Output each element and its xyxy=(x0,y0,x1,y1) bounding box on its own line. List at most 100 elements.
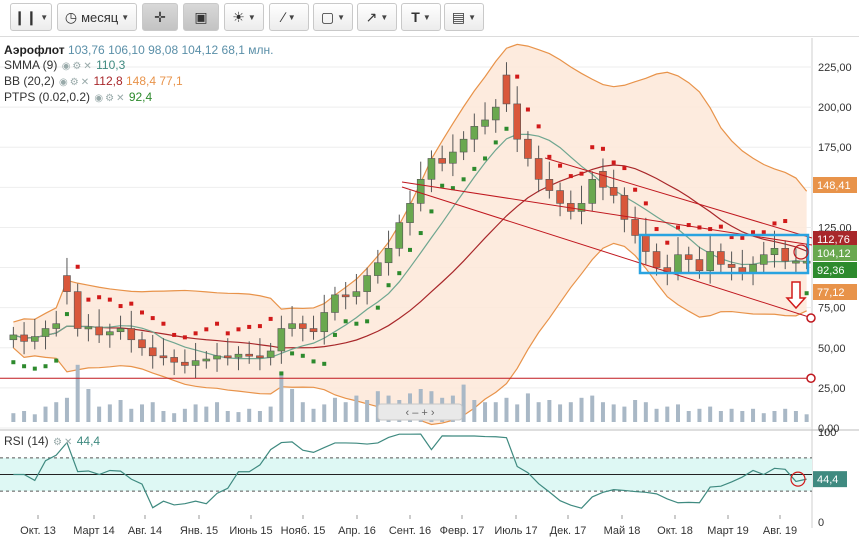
candle-down xyxy=(181,361,189,366)
candle-down xyxy=(631,219,639,236)
chevron-down-icon: ▼ xyxy=(468,12,477,22)
volume-bar xyxy=(236,412,241,422)
price-tag xyxy=(813,284,857,300)
crosshair-button[interactable]: ✛ xyxy=(142,3,178,31)
close-icon[interactable]: ✕ xyxy=(116,93,125,104)
volume-bar xyxy=(525,393,530,422)
candle-up xyxy=(449,151,457,164)
y-tick-label: 75,00 xyxy=(818,303,846,315)
volume-bar xyxy=(172,413,177,422)
volume-bar xyxy=(204,406,209,422)
eye-icon[interactable]: ◉ xyxy=(59,77,68,88)
clock-icon: ◷ xyxy=(64,9,78,25)
volume-bar xyxy=(64,397,69,422)
close-icon[interactable]: ✕ xyxy=(80,77,90,88)
period-select[interactable]: ◷ месяц ▼ xyxy=(57,3,137,31)
volume-bar xyxy=(611,404,616,422)
chevron-down-icon: ▼ xyxy=(337,12,346,22)
close-icon[interactable]: ✕ xyxy=(64,437,73,448)
volume-bar xyxy=(118,400,123,422)
ptps-value: 92,4 xyxy=(128,90,153,104)
fibonacci-tool-button[interactable]: ↗ ▼ xyxy=(357,3,397,31)
sar-dot xyxy=(718,224,723,229)
gear-icon[interactable]: ⚙ xyxy=(72,61,82,72)
candle-up xyxy=(374,262,382,276)
volume-bar xyxy=(54,402,59,422)
trend-line xyxy=(544,157,813,239)
candle-up xyxy=(674,254,682,273)
eye-icon[interactable]: ◉ xyxy=(61,61,71,72)
volume-value: 68,1 млн. xyxy=(221,43,274,57)
candle-down xyxy=(599,170,607,188)
volume-bar xyxy=(182,408,187,422)
candle-down xyxy=(652,251,661,268)
candle-down xyxy=(534,158,543,180)
sar-dot xyxy=(418,231,423,236)
low-value: 98,08 xyxy=(148,43,179,57)
gear-icon[interactable]: ⚙ xyxy=(69,77,79,88)
image-tool-button[interactable]: ▤ ▼ xyxy=(444,3,484,31)
volume-bar xyxy=(343,402,348,422)
sar-dot xyxy=(804,291,809,296)
volume-bar xyxy=(279,371,284,422)
volume-bar xyxy=(547,400,552,422)
volume-bar xyxy=(11,413,16,422)
volume-bar xyxy=(654,408,659,422)
candle-up xyxy=(288,323,296,329)
sar-dot xyxy=(268,316,273,321)
candle-up xyxy=(577,203,586,212)
sar-dot xyxy=(654,227,659,232)
rsi-title: RSI (14) xyxy=(4,434,49,448)
candle-down xyxy=(298,323,307,329)
toolbar: ❙❙ ▼ ◷ месяц ▼ ✛ ▣ ☀ ▼ ∕ ▼ ▢ ▼ ↗ ▼ T ▼ ▤ ▼ xyxy=(0,0,859,37)
sar-dot xyxy=(633,187,638,192)
sar-dot xyxy=(215,321,220,326)
price-chart[interactable]: 225,00200,00175,00150,00125,00100,0075,0… xyxy=(0,36,859,541)
chart-type-button[interactable]: ❙❙ ▼ xyxy=(10,3,52,31)
indicators-button[interactable]: ☀ ▼ xyxy=(224,3,264,31)
sar-dot xyxy=(611,160,616,165)
sar-dot xyxy=(161,321,166,326)
gear-icon[interactable]: ⚙ xyxy=(53,437,62,448)
candle-up xyxy=(792,260,800,264)
y-tick-label: 50,00 xyxy=(818,343,846,355)
x-tick-label: Окт. 13 xyxy=(20,525,56,537)
volume-bar xyxy=(751,408,756,422)
candle-down xyxy=(20,334,28,342)
sar-dot xyxy=(504,126,509,131)
volume-bar xyxy=(718,411,723,422)
text-tool-button[interactable]: T ▼ xyxy=(401,3,441,31)
smma-line xyxy=(13,133,807,360)
price-tag xyxy=(813,231,857,247)
x-tick-label: Март 14 xyxy=(73,525,115,537)
volume-bar xyxy=(290,389,295,422)
x-tick-label: Авг. 14 xyxy=(128,525,162,537)
sar-dot xyxy=(236,327,241,332)
indicator-panel-button[interactable]: ▣ xyxy=(183,3,219,31)
volume-bar xyxy=(247,408,252,422)
shape-tool-button[interactable]: ▢ ▼ xyxy=(313,3,353,31)
chevron-down-icon: ▼ xyxy=(287,12,296,22)
period-label: месяц xyxy=(81,9,119,25)
candle-down xyxy=(138,339,146,349)
image-icon: ▤ xyxy=(451,9,466,25)
volume-bar xyxy=(461,384,466,422)
candle-up xyxy=(234,353,243,358)
y-tick-label: 225,00 xyxy=(818,62,852,74)
gear-icon[interactable]: ⚙ xyxy=(105,93,115,104)
rsi-tick-label: 0 xyxy=(818,517,824,529)
eye-icon[interactable]: ◉ xyxy=(94,93,104,104)
line-tool-button[interactable]: ∕ ▼ xyxy=(269,3,309,31)
timeline-scroller xyxy=(377,403,463,421)
sar-dot xyxy=(375,305,380,310)
volume-bar xyxy=(150,402,155,422)
candle-up xyxy=(802,260,811,264)
open-value: 103,76 xyxy=(68,43,105,57)
candle-down xyxy=(341,294,350,298)
legend-ohlc-row: Аэрофлот 103,76 106,10 98,08 104,12 68,1… xyxy=(4,43,273,58)
x-tick-label: Янв. 15 xyxy=(180,525,218,537)
sar-dot xyxy=(729,235,734,240)
volume-bar xyxy=(268,406,273,422)
candle-down xyxy=(159,355,168,359)
close-icon[interactable]: ✕ xyxy=(83,61,92,72)
